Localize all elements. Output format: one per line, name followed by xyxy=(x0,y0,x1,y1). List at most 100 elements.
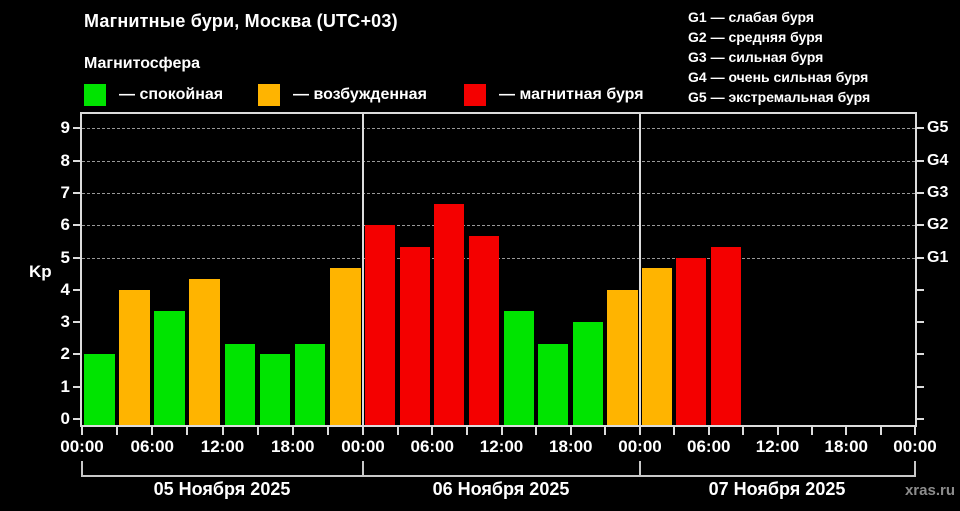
y-tick-label-7: 7 xyxy=(60,182,70,202)
g3-legend-line: G3 — сильная буря xyxy=(688,49,824,65)
kp-bar xyxy=(224,343,256,425)
kp-bar xyxy=(710,246,741,425)
y-tick-label-4: 4 xyxy=(60,279,70,299)
kp-bar xyxy=(154,311,185,425)
x-axis-tick xyxy=(914,427,916,435)
gridline-kp9 xyxy=(82,128,915,130)
g-scale-legend: G1 — слабая буря G2 — средняя буря G3 — … xyxy=(688,7,870,107)
y-axis-tick xyxy=(73,418,80,420)
g-axis-tick xyxy=(917,191,924,194)
x-axis-tick xyxy=(604,427,607,435)
legend-item-storm: — магнитная буря xyxy=(464,83,644,107)
calm-color-swatch xyxy=(84,84,106,106)
y-axis-tick xyxy=(73,321,80,324)
g-axis-tick xyxy=(917,224,924,227)
x-axis-tick xyxy=(396,427,399,435)
x-axis-tick xyxy=(291,427,294,435)
x-axis-tick xyxy=(500,427,503,435)
x-tick-label: 18:00 xyxy=(824,437,868,456)
x-tick-label: 12:00 xyxy=(479,437,524,456)
kp-bar xyxy=(84,354,115,425)
kp-bar xyxy=(642,268,672,425)
kp-bar xyxy=(119,289,150,425)
date-label-day2: 06 Ноября 2025 xyxy=(432,479,570,499)
x-axis-tick xyxy=(639,427,641,435)
x-axis-tick xyxy=(810,427,813,435)
g-axis-tick xyxy=(917,385,924,388)
gridline-kp6 xyxy=(82,225,915,227)
x-axis-tick xyxy=(431,427,434,435)
kp-bar xyxy=(259,354,291,425)
magnetosphere-subtitle: Магнитосфера xyxy=(84,55,201,72)
y-tick-label-9: 9 xyxy=(60,118,70,138)
x-axis-tick xyxy=(845,427,848,435)
x-tick-label: 00:00 xyxy=(618,437,662,456)
x-tick-label: 06:00 xyxy=(130,437,174,456)
x-axis-tick xyxy=(81,427,83,435)
y-tick-label-6: 6 xyxy=(60,215,70,235)
y-axis-tick xyxy=(73,191,80,194)
excited-color-swatch xyxy=(258,84,280,106)
x-axis-tick xyxy=(326,427,329,435)
kp-bar xyxy=(572,322,603,425)
x-axis-tick xyxy=(256,427,259,435)
g-axis-label-g3: G3 xyxy=(927,183,949,201)
legend-label-calm: — спокойная xyxy=(119,86,224,103)
x-tick-label: 12:00 xyxy=(755,437,800,456)
kp-bar xyxy=(468,235,499,425)
x-tick-label: 06:00 xyxy=(687,437,731,456)
kp-bar xyxy=(294,343,326,425)
x-axis-tick xyxy=(707,427,710,435)
x-tick-label: 00:00 xyxy=(893,437,937,456)
x-axis-tick xyxy=(535,427,538,435)
kp-bar xyxy=(434,203,465,425)
y-axis-tick xyxy=(73,353,80,356)
g-axis-tick xyxy=(917,288,924,291)
date-bracket-tick-3 xyxy=(914,461,916,477)
legend-item-excited: — возбужденная xyxy=(258,83,427,107)
x-tick-label: 00:00 xyxy=(341,437,385,456)
day-separator-2 xyxy=(639,114,641,425)
x-tick-label: 00:00 xyxy=(60,437,104,456)
x-tick-label: 12:00 xyxy=(200,437,245,456)
g-axis-tick xyxy=(917,353,924,356)
date-bracket-tick-1 xyxy=(362,461,364,477)
x-tick-label: 06:00 xyxy=(410,437,454,456)
legend-label-excited: — возбужденная xyxy=(293,86,427,103)
kp-bar xyxy=(399,246,430,425)
x-axis-tick xyxy=(116,427,119,435)
kp-bar xyxy=(329,268,361,425)
y-axis-tick xyxy=(73,256,80,259)
g-axis-label-g1: G1 xyxy=(927,248,949,266)
y-axis-tick xyxy=(73,385,80,388)
x-axis-tick xyxy=(465,427,468,435)
x-axis-tick xyxy=(362,427,364,435)
y-axis-tick xyxy=(73,288,80,291)
g4-legend-line: G4 — очень сильная буря xyxy=(688,69,869,85)
storm-color-swatch xyxy=(464,84,486,106)
g-axis-label-g2: G2 xyxy=(927,216,949,234)
x-axis-tick xyxy=(569,427,572,435)
x-axis-tick xyxy=(221,427,224,435)
kp-bar xyxy=(676,257,707,425)
day-separator-1 xyxy=(362,114,364,425)
date-label-day1: 05 Ноября 2025 xyxy=(153,479,291,499)
g-axis-tick xyxy=(917,256,924,259)
x-axis-tick xyxy=(186,427,189,435)
kp-bar xyxy=(607,289,638,425)
x-axis-tick xyxy=(151,427,154,435)
legend-item-calm: — спокойная xyxy=(84,83,223,107)
plot-area xyxy=(80,112,917,427)
g-axis-tick xyxy=(917,418,924,420)
gridline-kp7 xyxy=(82,192,915,194)
y-axis-title: Kp xyxy=(29,262,52,281)
kp-bar xyxy=(189,279,220,425)
g-axis-tick xyxy=(917,127,924,130)
watermark: xras.ru xyxy=(904,482,955,499)
kp-bar xyxy=(503,311,534,425)
x-tick-label: 18:00 xyxy=(549,437,593,456)
kp-bar xyxy=(538,343,569,425)
y-tick-label-3: 3 xyxy=(60,312,70,332)
y-axis-tick xyxy=(73,127,80,130)
